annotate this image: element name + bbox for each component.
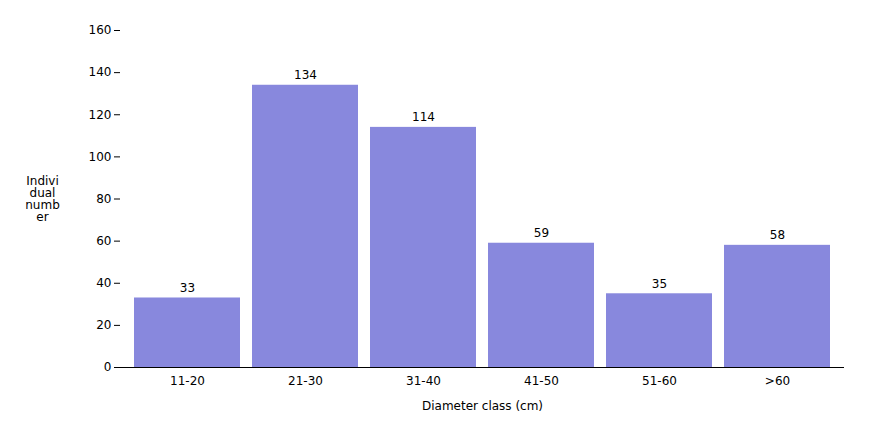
svg-text:>60: >60: [765, 374, 790, 388]
svg-text:11-20: 11-20: [170, 374, 205, 388]
svg-text:59: 59: [534, 226, 549, 240]
svg-text:114: 114: [412, 110, 435, 124]
svg-text:120: 120: [89, 108, 112, 122]
svg-text:160: 160: [89, 23, 112, 37]
svg-text:51-60: 51-60: [642, 374, 677, 388]
svg-text:134: 134: [294, 68, 317, 82]
svg-text:40: 40: [96, 276, 111, 290]
svg-text:100: 100: [89, 150, 112, 164]
svg-text:21-30: 21-30: [288, 374, 323, 388]
svg-text:35: 35: [652, 277, 667, 291]
svg-text:140: 140: [89, 65, 112, 79]
svg-text:Individualnumber: Individualnumber: [25, 174, 60, 224]
svg-text:41-50: 41-50: [524, 374, 559, 388]
svg-text:58: 58: [770, 228, 785, 242]
svg-text:60: 60: [96, 234, 111, 248]
svg-text:Diameter class (cm): Diameter class (cm): [422, 399, 543, 413]
svg-text:80: 80: [96, 192, 111, 206]
svg-text:0: 0: [104, 360, 112, 374]
svg-text:20: 20: [96, 318, 111, 332]
svg-text:33: 33: [180, 281, 195, 295]
svg-text:31-40: 31-40: [406, 374, 441, 388]
